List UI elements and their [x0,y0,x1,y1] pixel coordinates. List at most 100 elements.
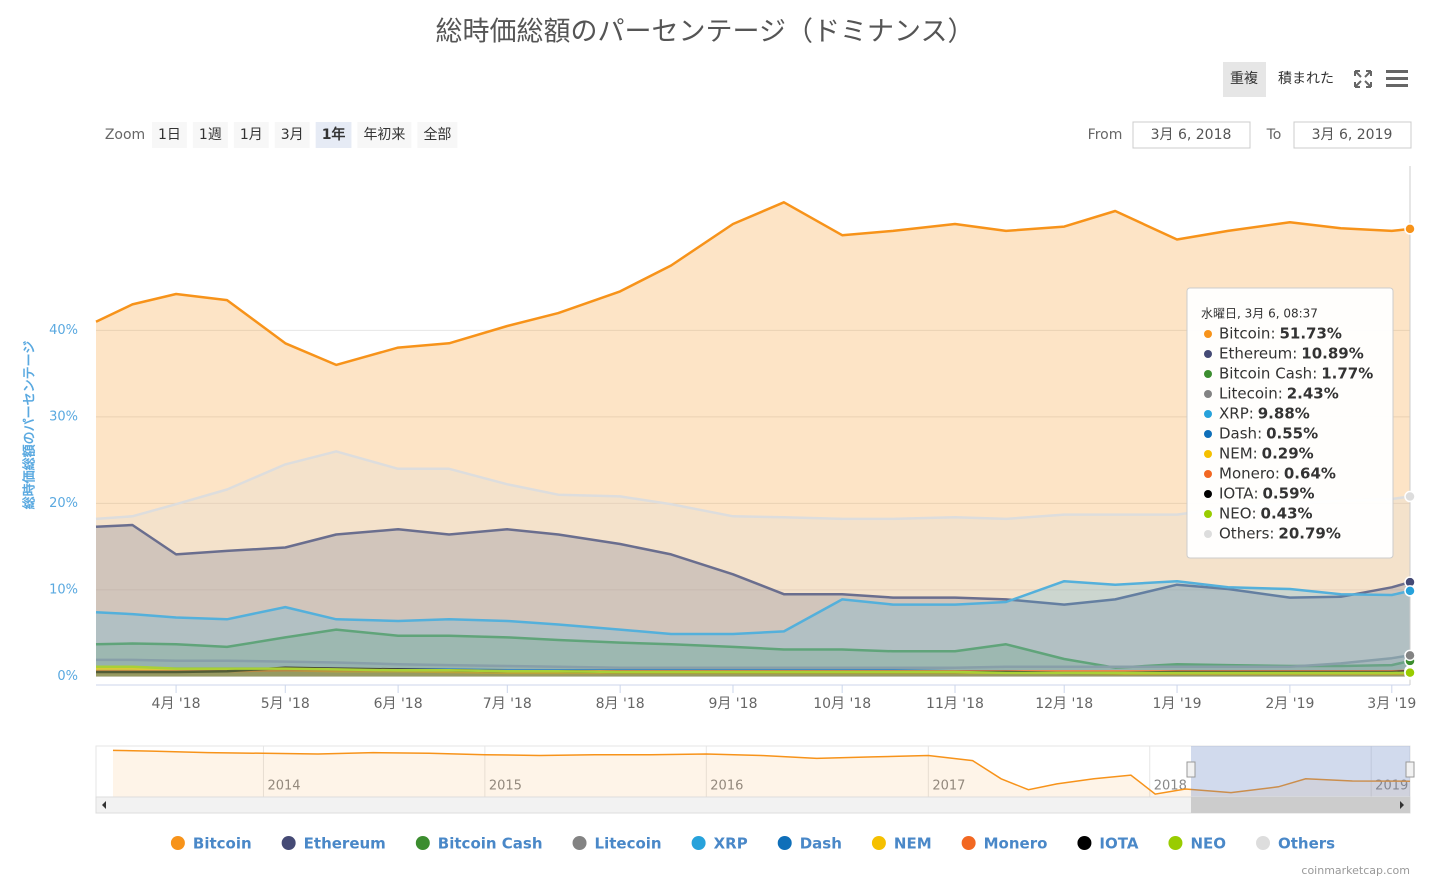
tooltip-name: Dash [1219,425,1257,443]
mode-button-bg[interactable] [1223,62,1266,97]
legend-label: NEO [1190,835,1226,853]
tooltip-title: 水曜日, 3月 6, 08:37 [1201,307,1318,321]
scrollbar-left [102,801,106,809]
tooltip-colon: : [1253,445,1258,463]
from-value[interactable]: 3月 6, 2018 [1151,127,1232,143]
navigator-tick-label: 2015 [489,779,522,794]
to-value[interactable]: 3月 6, 2019 [1312,127,1393,143]
tooltip-colon: : [1254,485,1259,503]
legend-symbol [415,836,430,850]
legend-label: Others [1278,835,1335,853]
zoom-button-bg[interactable] [417,122,458,148]
navigator-tick-label: 2014 [267,779,300,794]
to-input[interactable] [1293,121,1412,149]
tooltip-dot [1204,490,1212,498]
tooltip-colon: : [1257,425,1262,443]
legend-item[interactable]: NEO [1168,835,1226,853]
tooltip-dot [1204,430,1212,438]
legend-item[interactable]: Dash [777,835,842,853]
tooltip-box [1186,287,1394,559]
hover-marker [1404,666,1416,679]
tooltip-colon: : [1269,525,1274,543]
zoom-button-bg[interactable] [152,122,187,148]
mode-button[interactable]: 積まれた [1278,71,1334,87]
tooltip-colon: : [1252,505,1257,523]
legend-label: Dash [800,835,842,853]
zoom-button[interactable]: 1年 [322,126,346,143]
legend-item[interactable]: Bitcoin [170,835,252,853]
from-label: From [1088,127,1123,143]
x-tick-label: 4月 '18 [152,696,201,712]
zoom-button-bg[interactable] [357,122,412,148]
legend-symbol [572,836,587,850]
zoom-button[interactable]: 年初来 [363,126,405,143]
line [95,523,1411,606]
legend-item[interactable]: Others [1256,835,1335,853]
y-tick-label: 30% [49,409,78,424]
tooltip-name: Monero [1219,465,1275,483]
x-tick-label: 2月 '19 [1265,696,1314,712]
tooltip-name: NEO [1219,505,1252,523]
line [95,628,1411,669]
legend-item[interactable]: NEM [871,835,932,853]
zoom-button-bg[interactable] [274,122,310,148]
area [96,202,1410,677]
tooltip-value: 51.73% [1279,325,1341,343]
legend-label: Monero [984,835,1048,853]
tooltip-name: Others [1219,525,1270,543]
zoom-button[interactable]: 1日 [158,127,181,143]
legend-item[interactable]: Bitcoin Cash [415,835,543,853]
tooltip-colon: : [1292,345,1297,363]
legend-symbol [961,836,976,850]
zoom-button-bg[interactable] [315,122,352,148]
legend-label: Bitcoin [193,835,252,853]
tooltip: 水曜日, 3月 6, 08:37Bitcoin:51.73%Ethereum:1… [1186,287,1394,559]
x-tick-label: 6月 '18 [374,696,423,712]
scrollbar-right [1400,801,1404,809]
from-input[interactable] [1132,121,1251,149]
tooltip-dot [1204,470,1212,478]
line [95,579,1411,636]
tooltip-value: 0.64% [1284,465,1336,483]
tooltip-name: NEM [1219,445,1253,463]
x-tick-label: 12月 '18 [1035,696,1093,712]
hover-marker [1404,490,1416,503]
scrollbar-thumb[interactable] [1191,797,1410,813]
tooltip-colon: : [1270,325,1275,343]
zoom-button[interactable]: 全部 [423,126,451,143]
tooltip-value: 20.79% [1278,525,1340,543]
legend-item[interactable]: Ethereum [281,835,386,853]
tooltip-value: 0.29% [1262,445,1314,463]
zoom-button-bg[interactable] [233,122,269,148]
zoom-button[interactable]: 1月 [240,127,263,143]
legend-item[interactable]: IOTA [1077,835,1139,853]
legend-label: Litecoin [595,835,662,853]
legend-label: Bitcoin Cash [438,835,543,853]
y-tick-label: 40% [49,323,78,338]
legend-symbol [691,836,706,850]
zoom-button-bg[interactable] [192,122,228,148]
zoom-button[interactable]: 3月 [281,127,304,143]
fullscreen-icon[interactable] [1354,70,1372,88]
y-tick-label: 0% [57,669,78,684]
legend-item[interactable]: XRP [691,835,748,853]
x-tick-label: 10月 '18 [813,696,871,712]
area [96,525,1410,677]
zoom-button[interactable]: 1週 [199,127,222,143]
legend-item[interactable]: Litecoin [572,835,662,853]
navigator-handle[interactable] [1186,761,1196,778]
tooltip-name: Bitcoin [1219,325,1270,343]
mode-button[interactable]: 重複 [1230,70,1258,87]
y-axis-title: 総時価総額のパーセンテージ [22,341,38,510]
tooltip-value: 9.88% [1258,405,1310,423]
menu-icon[interactable] [1386,70,1408,87]
navigator-handle[interactable] [1405,761,1415,778]
legend-symbol [1077,836,1092,850]
legend-item[interactable]: Monero [961,835,1048,853]
navigator-area [113,750,1410,797]
tooltip-dot [1204,450,1212,458]
tooltip-name: XRP [1219,405,1249,423]
chart-title: 総時価総額のパーセンテージ（ドミナンス） [436,17,975,48]
tooltip-dot [1204,330,1212,338]
